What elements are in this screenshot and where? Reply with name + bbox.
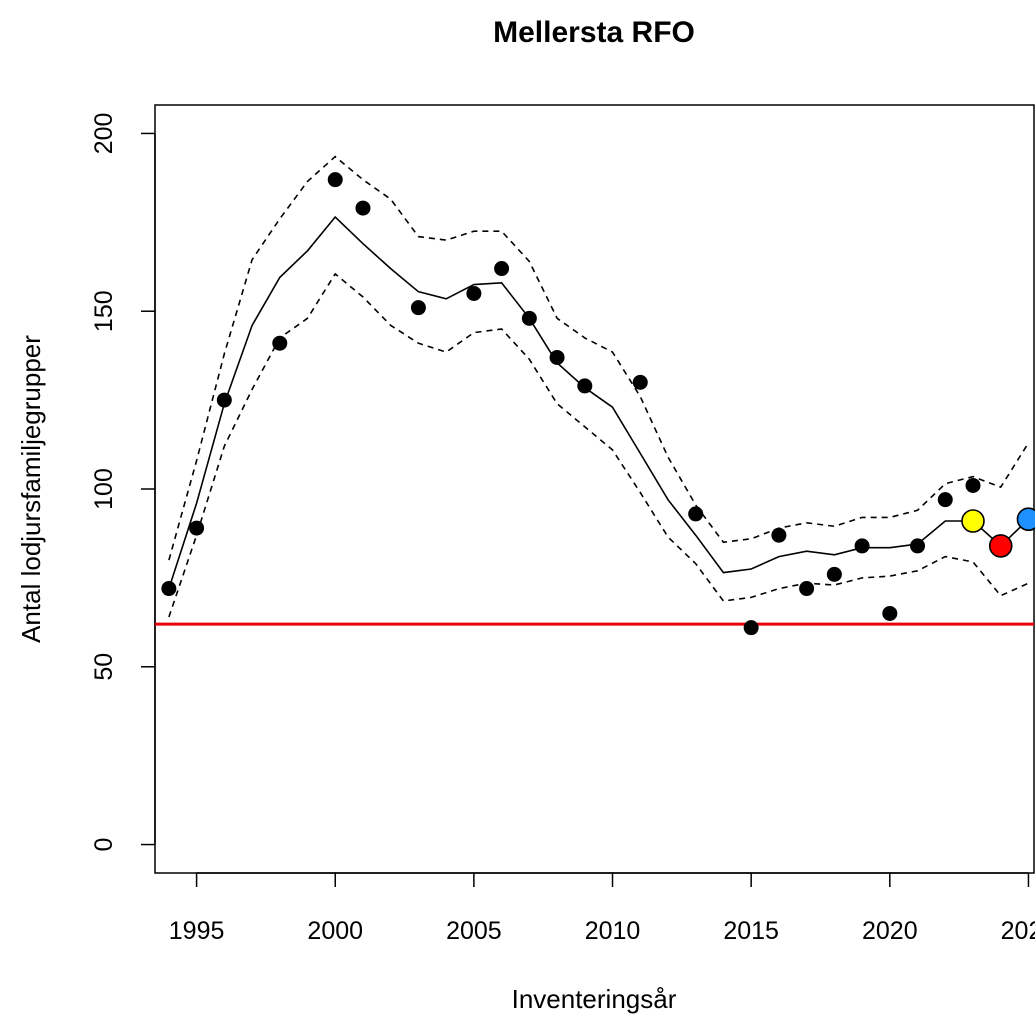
- data-point: [937, 492, 953, 508]
- data-point: [882, 605, 898, 621]
- data-point: [799, 581, 815, 597]
- data-point: [327, 172, 343, 188]
- data-point: [189, 520, 205, 536]
- data-point: [521, 310, 537, 326]
- data-point: [743, 620, 759, 636]
- data-point: [410, 300, 426, 316]
- data-point: [910, 538, 926, 554]
- y-tick-label: 100: [90, 468, 118, 510]
- data-point: [549, 349, 565, 365]
- x-tick-label: 2015: [723, 917, 779, 945]
- plot-frame: [154, 104, 1035, 874]
- y-axis-title: Antal lodjursfamiljegrupper: [16, 335, 46, 643]
- data-point: [494, 261, 510, 277]
- y-tick-label: 0: [90, 838, 118, 852]
- y-tick-label: 200: [90, 113, 118, 155]
- data-point: [577, 378, 593, 394]
- data-point: [965, 477, 981, 493]
- data-point: [355, 200, 371, 216]
- x-tick-label: 2010: [585, 917, 641, 945]
- x-axis: 1995 2000 2005 2010 2015 2020 2025: [169, 872, 1035, 945]
- x-tick-label: 2020: [862, 917, 918, 945]
- data-point: [161, 581, 177, 597]
- data-point: [826, 566, 842, 582]
- data-point: [466, 285, 482, 301]
- highlight-point: [1016, 507, 1035, 532]
- data-point: [854, 538, 870, 554]
- x-tick-label: 2005: [446, 917, 502, 945]
- highlight-point: [961, 509, 985, 533]
- y-tick-label: 150: [90, 290, 118, 332]
- highlight-point: [988, 534, 1013, 558]
- data-point: [272, 335, 288, 351]
- y-tick-label: 50: [90, 653, 118, 681]
- x-tick-label: 2000: [307, 917, 363, 945]
- x-tick-label: 2025: [1001, 917, 1035, 945]
- data-point: [771, 527, 787, 543]
- data-point: [688, 506, 704, 522]
- confidence-line-1: [168, 155, 1030, 561]
- trend-line: [168, 215, 1030, 589]
- x-tick-label: 1995: [169, 917, 225, 945]
- data-point: [216, 392, 232, 408]
- data-point: [632, 374, 648, 390]
- x-axis-title: Inventeringsår: [512, 984, 677, 1014]
- chart-title: Mellersta RFO: [493, 16, 695, 49]
- y-axis: 0 50 100 150 200: [90, 113, 156, 852]
- plot-marks: [155, 155, 1035, 636]
- confidence-line-2: [168, 272, 1029, 618]
